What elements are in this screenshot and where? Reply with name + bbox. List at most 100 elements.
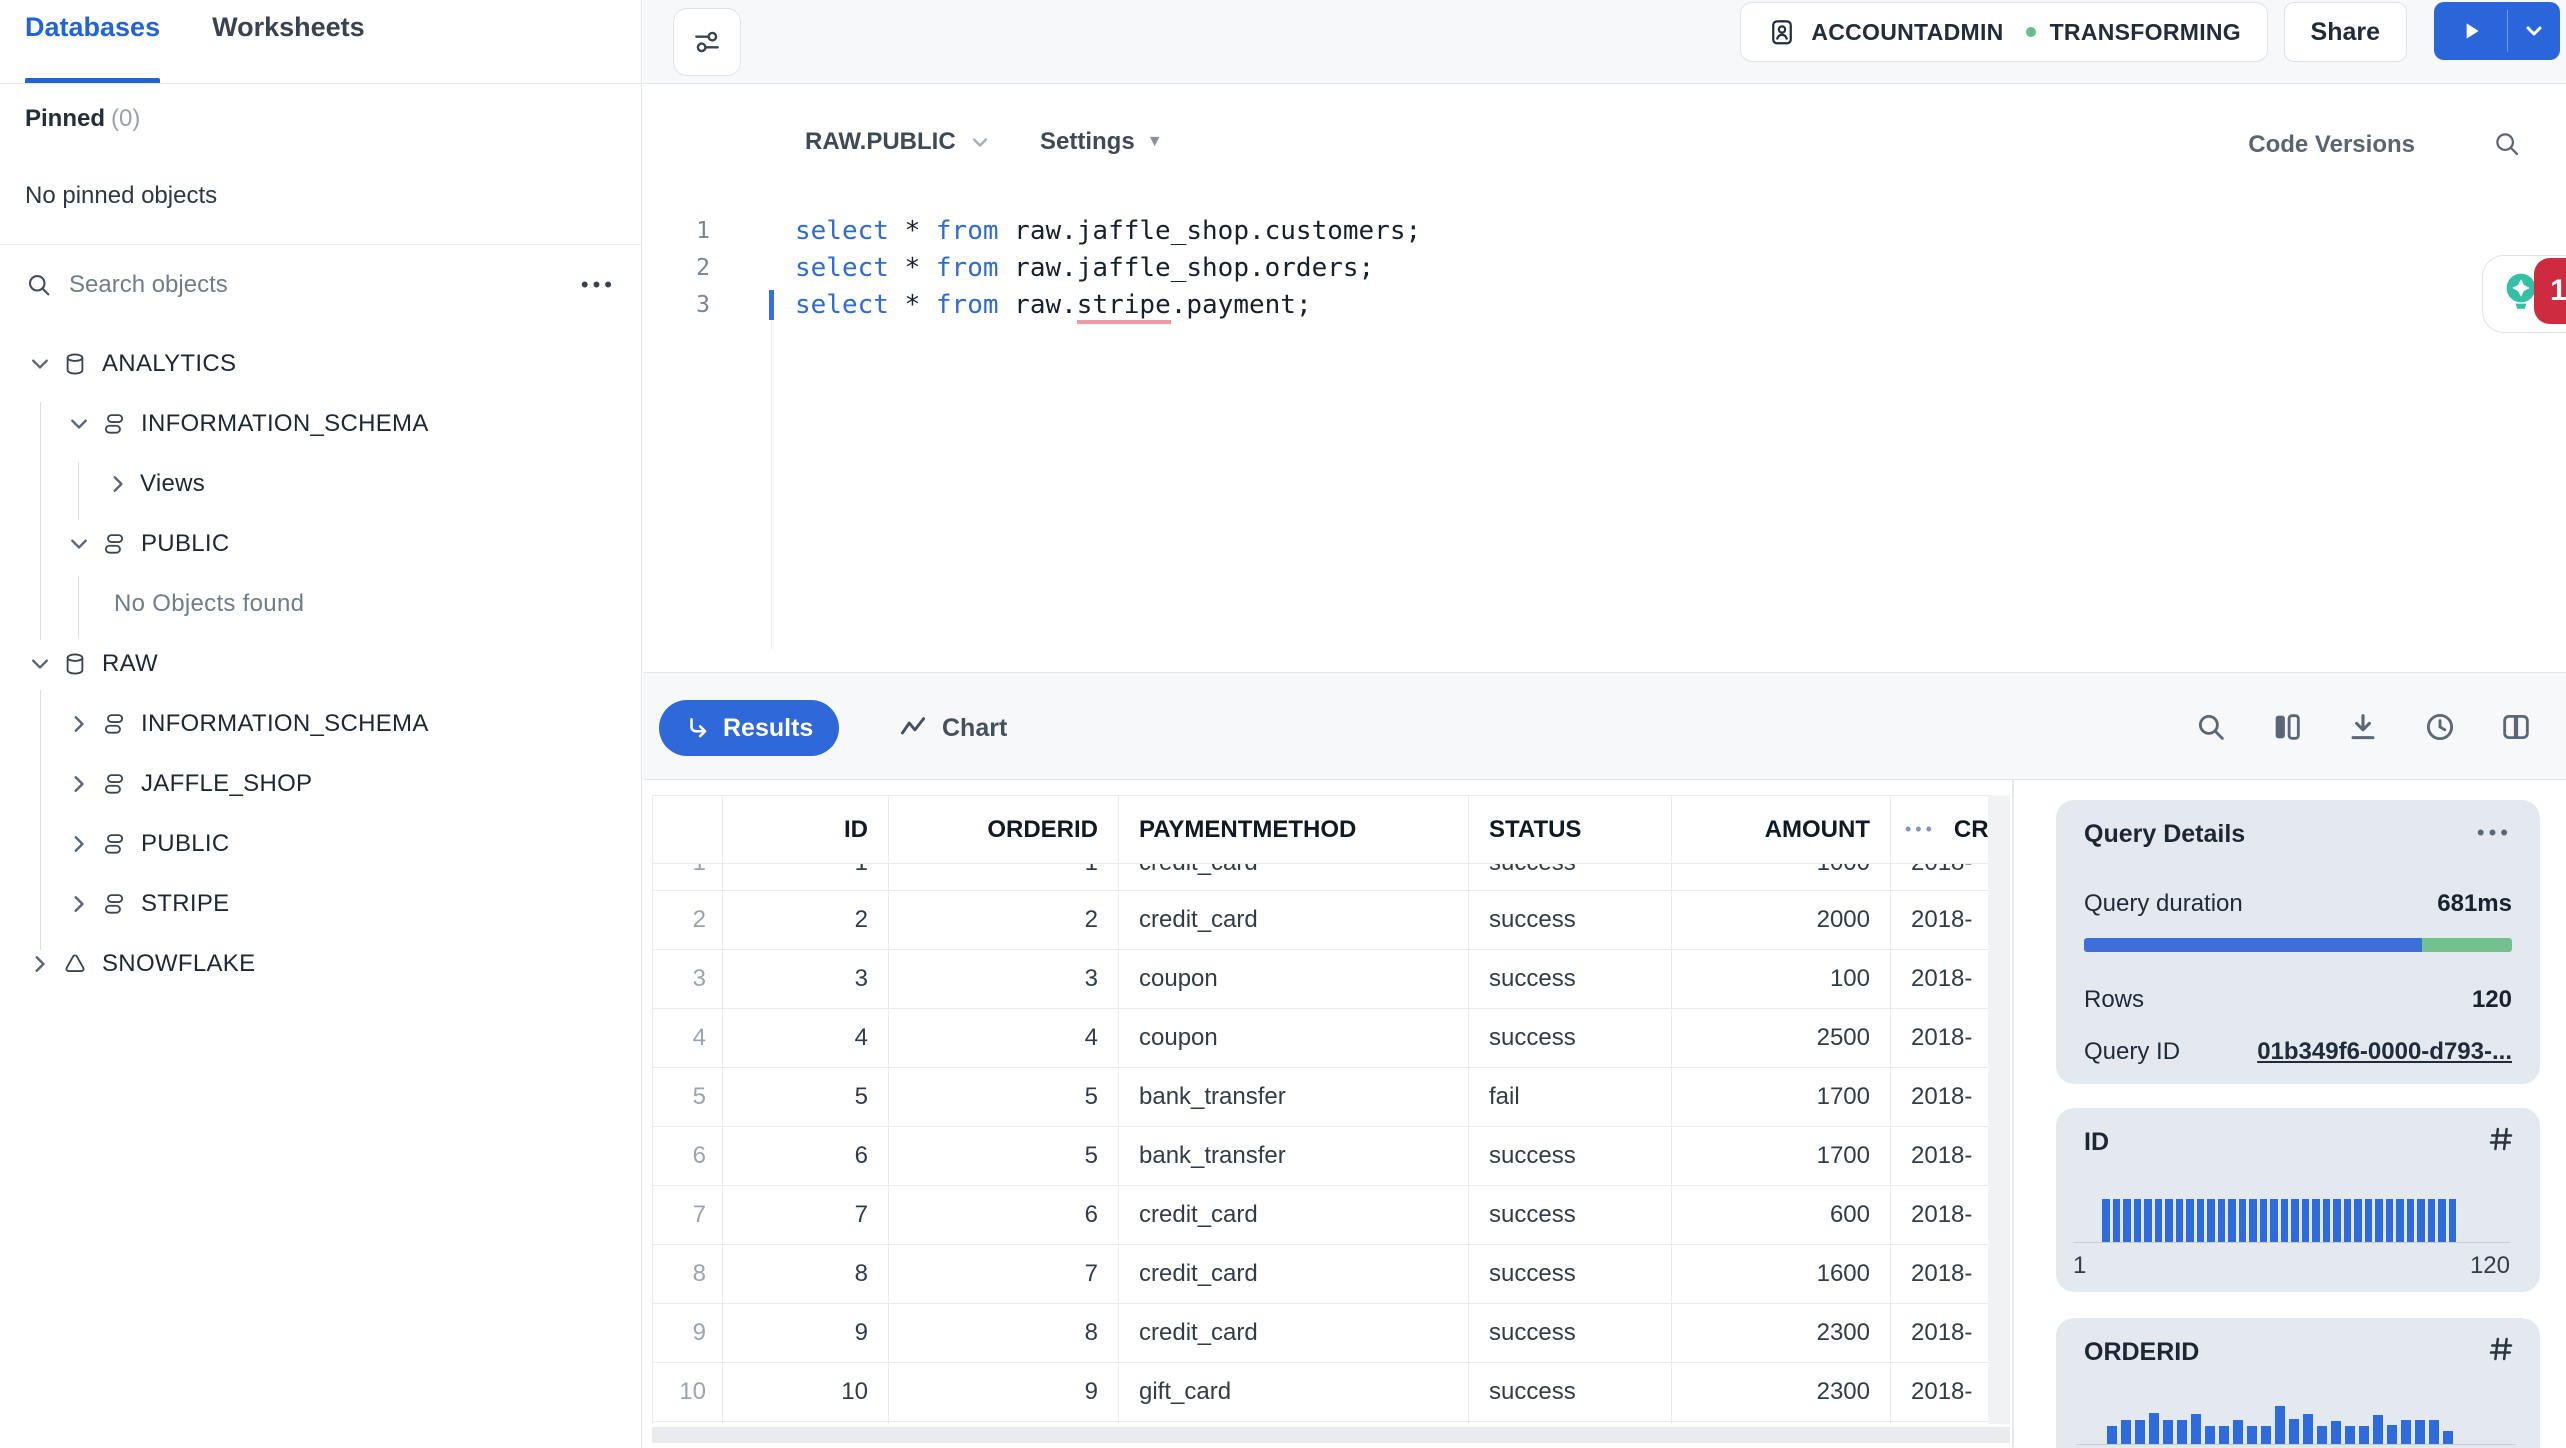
tree-item-stripe[interactable]: STRIPE — [0, 874, 641, 934]
table-cell[interactable]: 2 — [723, 891, 889, 949]
row-number[interactable]: 1 — [653, 864, 723, 890]
table-cell[interactable]: 2 — [889, 891, 1119, 949]
tree-item-analytics[interactable]: ANALYTICS — [0, 334, 641, 394]
settings-dropdown[interactable]: Settings ▼ — [1040, 128, 1163, 156]
tree-item-public[interactable]: PUBLIC — [0, 514, 641, 574]
editor-search-icon[interactable] — [2492, 129, 2522, 159]
code-line[interactable]: 1 select * from raw.jaffle_shop.customers… — [643, 212, 2566, 249]
chevron-right-icon[interactable] — [28, 952, 52, 976]
context-selector[interactable]: ACCOUNTADMIN TRANSFORMING — [1740, 2, 2268, 62]
error-count-badge[interactable]: 1 — [2534, 258, 2566, 324]
table-cell[interactable]: 3 — [889, 950, 1119, 1008]
row-number[interactable]: 3 — [653, 950, 723, 1008]
table-row-8[interactable]: 8 8 7 credit_card success 1600 2018- — [653, 1245, 1988, 1304]
tree-item-information-schema[interactable]: INFORMATION_SCHEMA — [0, 394, 641, 454]
row-number[interactable]: 9 — [653, 1304, 723, 1362]
tree-item-public[interactable]: PUBLIC — [0, 814, 641, 874]
table-cell[interactable]: 4 — [723, 1009, 889, 1067]
tab-databases[interactable]: Databases — [25, 0, 161, 83]
column-header-orderid[interactable]: ORDERID — [889, 796, 1119, 863]
tree-item-jaffle-shop[interactable]: JAFFLE_SHOP — [0, 754, 641, 814]
table-cell[interactable]: 2018- — [1891, 1009, 1988, 1067]
id-histogram[interactable] — [2102, 1199, 2456, 1242]
row-number[interactable]: 5 — [653, 1068, 723, 1126]
table-cell[interactable]: success — [1469, 1186, 1672, 1244]
tab-chart[interactable]: Chart — [898, 700, 1007, 756]
tree-item-views[interactable]: Views — [0, 454, 641, 514]
chevron-right-icon[interactable] — [67, 892, 91, 916]
code-line[interactable]: 3 select * from raw.stripe.payment; — [643, 286, 2566, 324]
table-cell[interactable]: success — [1469, 1304, 1672, 1362]
code-lines[interactable]: 1 select * from raw.jaffle_shop.customers… — [643, 212, 2566, 324]
history-clock-icon[interactable] — [2423, 710, 2457, 744]
column-header-status[interactable]: STATUS — [1469, 796, 1672, 863]
chevron-down-icon[interactable] — [67, 412, 91, 436]
row-number[interactable]: 8 — [653, 1245, 723, 1303]
table-cell[interactable]: success — [1469, 864, 1672, 890]
table-cell[interactable]: 5 — [723, 1068, 889, 1126]
table-cell[interactable]: 1600 — [1672, 1245, 1891, 1303]
tree-item-raw[interactable]: RAW — [0, 634, 641, 694]
table-cell[interactable]: success — [1469, 1009, 1672, 1067]
filters-button[interactable] — [673, 8, 741, 76]
table-row-10[interactable]: 10 10 9 gift_card success 2300 2018- — [653, 1363, 1988, 1422]
share-button[interactable]: Share — [2283, 2, 2407, 62]
chevron-right-icon[interactable] — [67, 712, 91, 736]
chevron-down-icon[interactable] — [67, 532, 91, 556]
table-row-2[interactable]: 2 2 2 credit_card success 2000 2018- — [653, 891, 1988, 950]
table-cell[interactable]: bank_transfer — [1119, 1127, 1469, 1185]
chevron-down-icon[interactable] — [28, 652, 52, 676]
table-cell[interactable]: 10 — [723, 1363, 889, 1421]
columns-icon[interactable] — [2270, 710, 2304, 744]
chevron-down-icon[interactable] — [28, 352, 52, 376]
table-cell[interactable]: 8 — [889, 1304, 1119, 1362]
code-versions-button[interactable]: Code Versions — [2248, 131, 2415, 158]
query-id-link[interactable]: 01b349f6-0000-d793-... — [2257, 1038, 2512, 1065]
horizontal-scrollbar[interactable] — [652, 1427, 2010, 1443]
table-cell[interactable]: 2018- — [1891, 950, 1988, 1008]
table-cell[interactable]: 4 — [889, 1009, 1119, 1067]
table-cell[interactable]: 2018- — [1891, 1304, 1988, 1362]
table-cell[interactable]: 2018- — [1891, 1186, 1988, 1244]
table-cell[interactable]: 2018- — [1891, 864, 1988, 890]
table-cell[interactable]: 5 — [889, 1127, 1119, 1185]
table-cell[interactable]: 2018- — [1891, 1068, 1988, 1126]
tree-item-snowflake[interactable]: SNOWFLAKE — [0, 934, 641, 994]
table-cell[interactable]: 1700 — [1672, 1127, 1891, 1185]
tab-results[interactable]: Results — [659, 700, 840, 756]
chevron-right-icon[interactable] — [67, 832, 91, 856]
tree-item-no-objects-found[interactable]: No Objects found — [0, 574, 641, 634]
table-cell[interactable]: 5 — [889, 1068, 1119, 1126]
table-cell[interactable]: 1700 — [1672, 1068, 1891, 1126]
table-row-9[interactable]: 9 9 8 credit_card success 2300 2018- — [653, 1304, 1988, 1363]
table-row-7[interactable]: 7 7 6 credit_card success 600 2018- — [653, 1186, 1988, 1245]
table-cell[interactable]: credit_card — [1119, 1245, 1469, 1303]
table-cell[interactable]: 6 — [723, 1127, 889, 1185]
chevron-right-icon[interactable] — [106, 472, 130, 496]
table-cell[interactable]: coupon — [1119, 1009, 1469, 1067]
table-cell[interactable]: success — [1469, 1127, 1672, 1185]
vertical-scrollbar[interactable] — [1988, 795, 2010, 1424]
table-row-3[interactable]: 3 3 3 coupon success 100 2018- — [653, 950, 1988, 1009]
table-cell[interactable]: 8 — [723, 1245, 889, 1303]
table-cell[interactable]: 2018- — [1891, 1363, 1988, 1421]
table-cell[interactable]: 2300 — [1672, 1363, 1891, 1421]
chevron-right-icon[interactable] — [67, 772, 91, 796]
table-cell[interactable]: 100 — [1672, 950, 1891, 1008]
table-cell[interactable]: 7 — [723, 1186, 889, 1244]
table-row-6[interactable]: 6 6 5 bank_transfer success 1700 2018- — [653, 1127, 1988, 1186]
table-row-5[interactable]: 5 5 5 bank_transfer fail 1700 2018- — [653, 1068, 1988, 1127]
column-header-id[interactable]: ID — [723, 796, 889, 863]
download-icon[interactable] — [2346, 710, 2380, 744]
row-number[interactable]: 2 — [653, 891, 723, 949]
table-cell[interactable]: credit_card — [1119, 864, 1469, 890]
table-cell[interactable]: success — [1469, 1363, 1672, 1421]
table-cell[interactable]: 1000 — [1672, 864, 1891, 890]
table-cell[interactable]: credit_card — [1119, 891, 1469, 949]
hash-icon[interactable] — [2486, 1124, 2516, 1154]
table-cell[interactable]: 2000 — [1672, 891, 1891, 949]
table-row-4[interactable]: 4 4 4 coupon success 2500 2018- — [653, 1009, 1988, 1068]
column-header-paymentmethod[interactable]: PAYMENTMETHOD — [1119, 796, 1469, 863]
run-button[interactable] — [2434, 2, 2507, 60]
row-number[interactable]: 6 — [653, 1127, 723, 1185]
